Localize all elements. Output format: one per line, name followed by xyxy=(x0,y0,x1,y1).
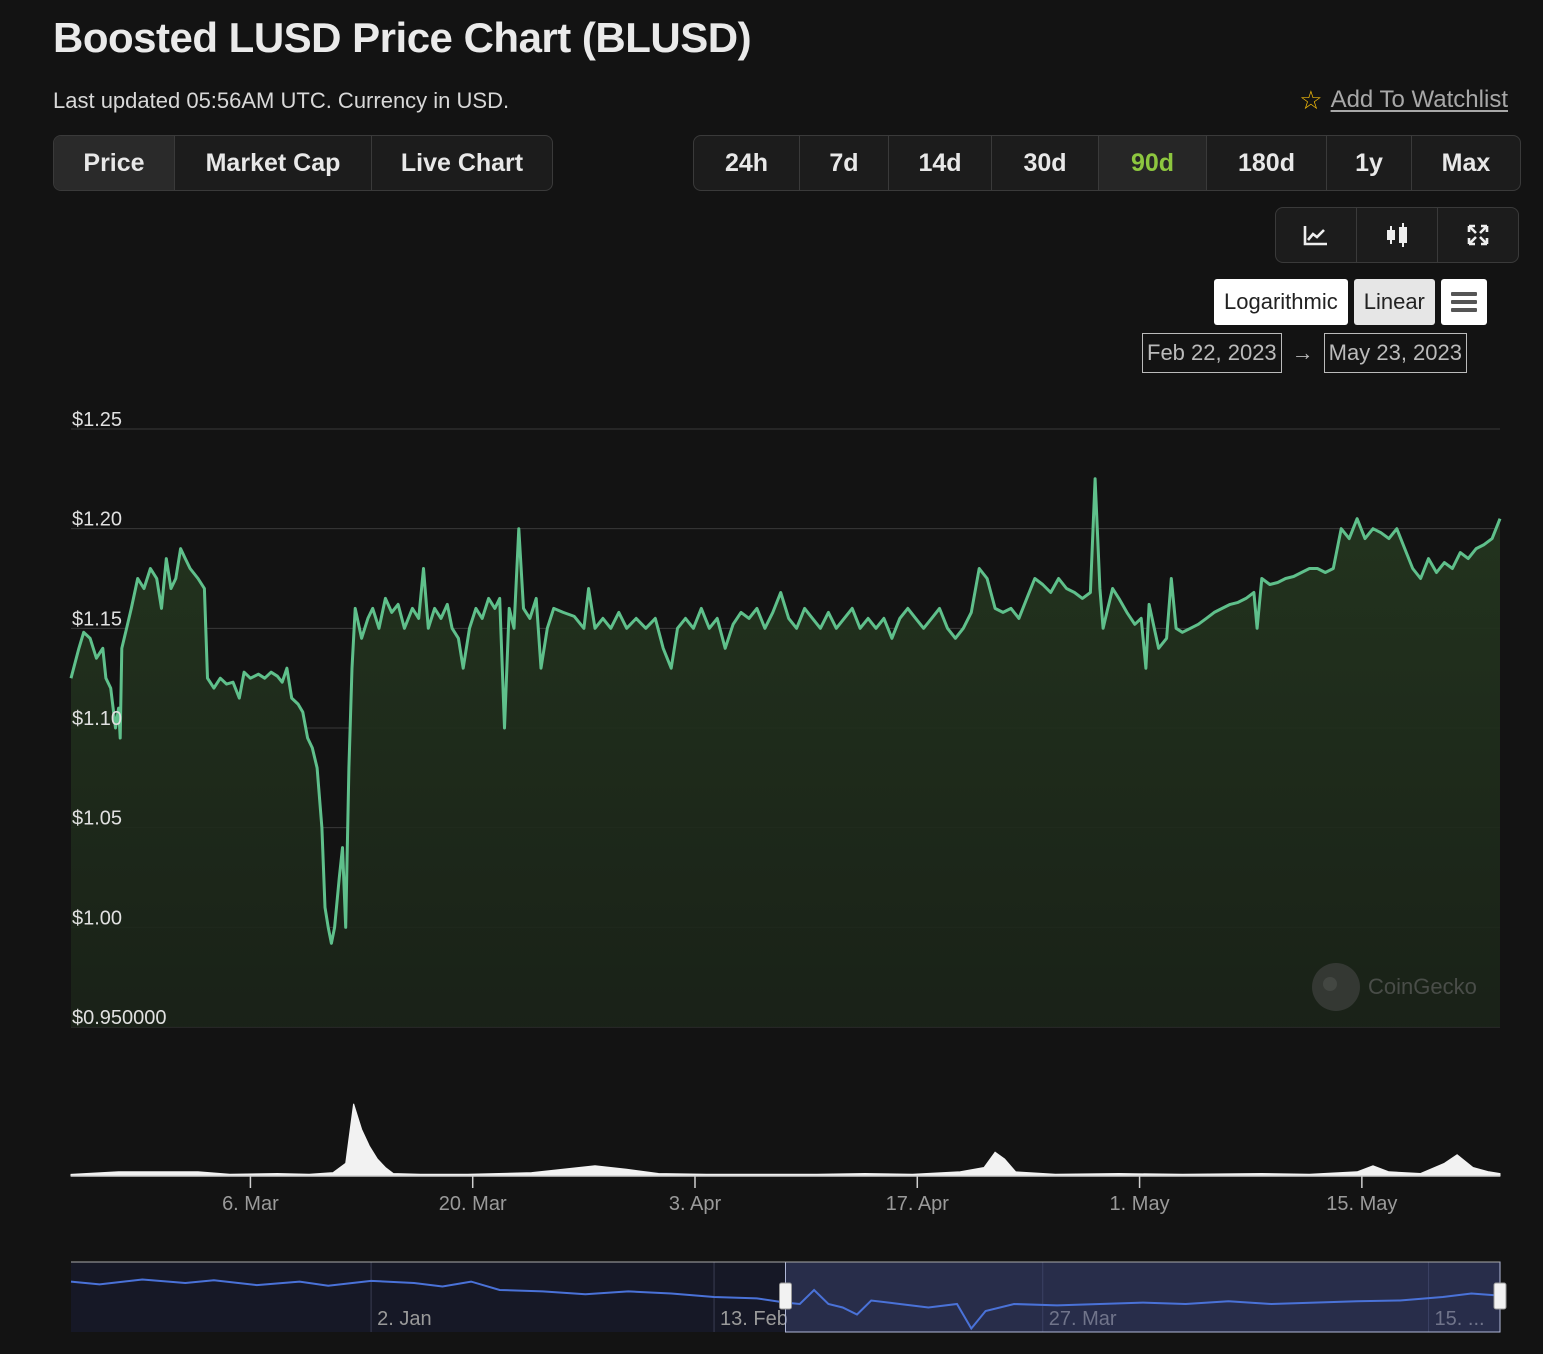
y-tick-label: $1.10 xyxy=(72,708,122,730)
x-tick-label: 1. May xyxy=(1110,1193,1170,1215)
range-180d[interactable]: 180d xyxy=(1207,136,1327,190)
navigator-tick-label: 27. Mar xyxy=(1049,1308,1117,1330)
chart-type-tools xyxy=(1275,207,1519,263)
linear-button[interactable]: Linear xyxy=(1353,279,1435,325)
x-tick-label: 3. Apr xyxy=(669,1193,722,1215)
x-tick-label: 15. May xyxy=(1326,1193,1397,1215)
fullscreen-button[interactable] xyxy=(1438,208,1518,262)
range-90d[interactable]: 90d xyxy=(1099,136,1207,190)
scale-toggle: Logarithmic Linear xyxy=(1214,279,1487,325)
line-chart-button[interactable] xyxy=(1276,208,1357,262)
volume-bars xyxy=(70,1103,1501,1177)
navigator[interactable]: 2. Jan 13. Feb 27. Mar 15. ... xyxy=(70,1261,1507,1333)
x-tick-label: 17. Apr xyxy=(886,1193,950,1215)
x-tick-label: 20. Mar xyxy=(439,1193,507,1215)
y-tick-label: $1.15 xyxy=(72,608,122,630)
navigator-tick-label: 15. ... xyxy=(1435,1308,1485,1330)
y-tick-label: $1.20 xyxy=(72,509,122,531)
range-24h[interactable]: 24h xyxy=(694,136,800,190)
logarithmic-button[interactable]: Logarithmic xyxy=(1214,279,1348,325)
arrow-right-icon: → xyxy=(1291,340,1314,365)
date-to-input[interactable]: May 23, 2023 xyxy=(1323,333,1467,373)
candlestick-icon xyxy=(1387,223,1407,247)
range-14d[interactable]: 14d xyxy=(889,136,992,190)
y-tick-label: $1.00 xyxy=(72,907,122,929)
page-title: Boosted LUSD Price Chart (BLUSD) xyxy=(53,14,752,61)
navigator-line xyxy=(70,1278,1501,1331)
price-area xyxy=(71,478,1500,1027)
y-tick-label: $1.25 xyxy=(72,409,122,431)
last-updated: Last updated 05:56AM UTC. Currency in US… xyxy=(53,88,510,113)
time-range-tabs: 24h 7d 14d 30d 90d 180d 1y Max xyxy=(693,135,1521,191)
navigator-tick-label: 2. Jan xyxy=(377,1308,431,1330)
range-30d[interactable]: 30d xyxy=(992,136,1099,190)
y-tick-label: $1.05 xyxy=(72,808,122,830)
date-from-input[interactable]: Feb 22, 2023 xyxy=(1142,333,1282,373)
watermark-text: CoinGecko xyxy=(1368,974,1477,999)
y-tick-label: $0.950000 xyxy=(72,1007,167,1029)
range-7d[interactable]: 7d xyxy=(800,136,889,190)
line-chart-icon xyxy=(1303,226,1327,246)
date-range: Feb 22, 2023 → May 23, 2023 xyxy=(1142,333,1467,373)
candlestick-button[interactable] xyxy=(1357,208,1438,262)
add-to-watchlist-button[interactable]: ☆ Add To Watchlist xyxy=(1299,86,1508,114)
star-icon: ☆ xyxy=(1299,85,1323,115)
navigator-selection[interactable] xyxy=(785,1261,1501,1333)
data-type-tabs: Price Market Cap Live Chart xyxy=(53,135,553,191)
x-tick-label: 6. Mar xyxy=(222,1193,279,1215)
range-1y[interactable]: 1y xyxy=(1327,136,1412,190)
watchlist-label: Add To Watchlist xyxy=(1330,86,1508,113)
coingecko-watermark: CoinGecko xyxy=(1312,963,1477,1011)
tab-price[interactable]: Price xyxy=(54,136,175,190)
chart-menu-button[interactable] xyxy=(1440,279,1487,325)
hamburger-menu-icon xyxy=(1450,292,1477,312)
range-max[interactable]: Max xyxy=(1441,148,1491,177)
tab-live-chart[interactable]: Live Chart xyxy=(400,148,524,177)
fullscreen-icon xyxy=(1467,224,1489,246)
navigator-tick-label: 13. Feb xyxy=(720,1308,788,1330)
tab-market-cap[interactable]: Market Cap xyxy=(175,136,372,190)
navigator-left-handle[interactable] xyxy=(779,1282,792,1310)
navigator-right-handle[interactable] xyxy=(1493,1282,1507,1310)
price-line xyxy=(69,477,1502,945)
